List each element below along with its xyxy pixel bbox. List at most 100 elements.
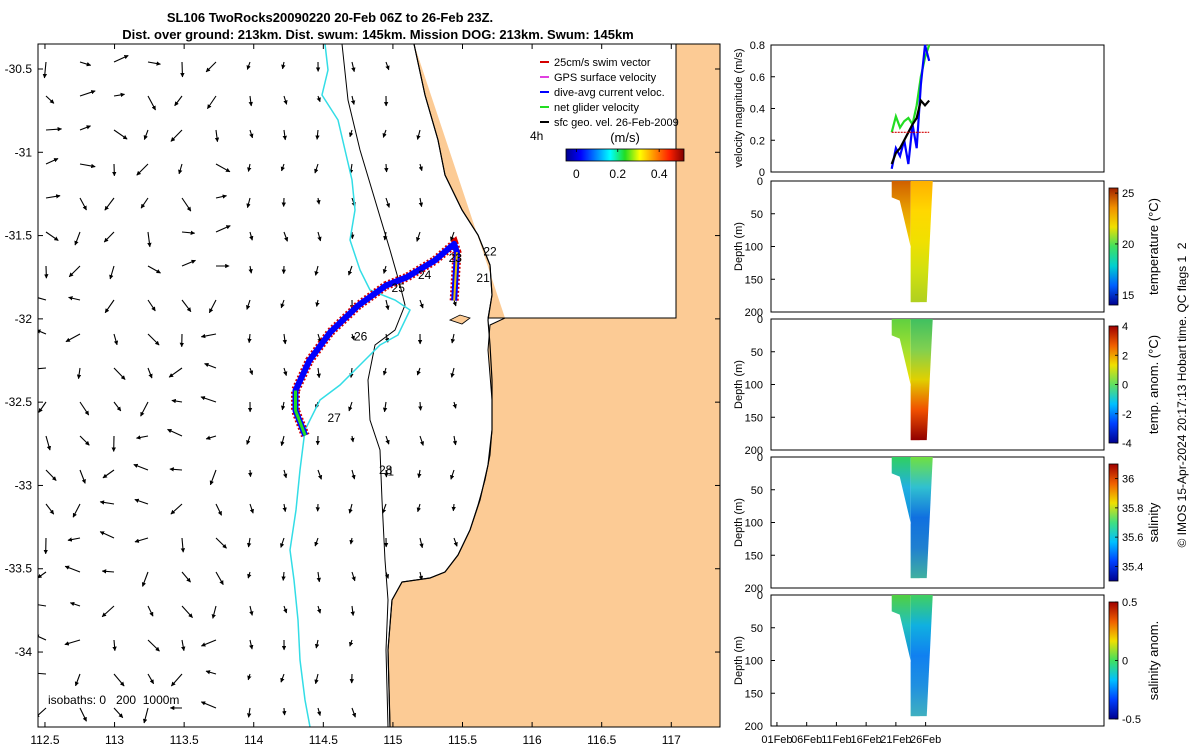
current-arrow	[136, 163, 149, 176]
depth-ytick-label: 100	[745, 380, 763, 392]
current-arrow	[314, 639, 320, 649]
depth-colorbar-tick-label: 2	[1122, 350, 1128, 362]
current-arrow	[181, 571, 191, 583]
current-arrow	[347, 265, 353, 276]
map-ytick-label: -32.5	[5, 395, 33, 409]
current-arrow	[418, 401, 423, 411]
current-arrow	[350, 605, 355, 617]
current-arrow	[248, 95, 253, 107]
current-arrow	[79, 401, 90, 416]
current-arrow	[113, 367, 126, 380]
day-labels: 21 22 23 24 25 26 27 281	[328, 245, 498, 479]
current-arrow	[147, 605, 154, 617]
velocity-ylabel: velocity magnitude (m/s)	[733, 48, 745, 167]
net-glider-trace	[293, 390, 307, 437]
depth-ylabel: Depth (m)	[733, 222, 745, 271]
depth-xtick-label: 01Feb	[761, 734, 792, 746]
current-arrow	[281, 61, 286, 70]
map-x-axis: 112.5 113 113.5 114 114.5 115 115.5 116 116.5 117	[30, 44, 681, 747]
current-arrow	[140, 401, 149, 417]
current-arrow	[204, 362, 217, 369]
current-arrow	[104, 197, 115, 211]
time-step-label: 4h	[530, 129, 543, 143]
current-arrow	[452, 401, 457, 409]
depth-ytick-label: 200	[745, 307, 763, 319]
current-arrow	[316, 197, 321, 205]
current-arrow	[450, 231, 455, 242]
depth-xtick-label: 11Feb	[821, 734, 851, 746]
current-arrow	[181, 230, 196, 236]
depth-colorbar-tick-label: 36	[1122, 474, 1134, 486]
current-arrow	[65, 333, 81, 343]
current-arrow	[453, 537, 458, 547]
current-arrow	[103, 231, 115, 243]
depth-ytick-label: 100	[745, 242, 763, 254]
current-arrow	[452, 299, 457, 307]
map-ytick-label: -33	[15, 478, 33, 492]
depth-colorbar-label: salinity	[1146, 502, 1161, 542]
current-arrow	[247, 163, 252, 172]
current-arrow	[452, 435, 458, 446]
map-frame	[37, 43, 721, 728]
current-arrow	[168, 367, 183, 378]
depth-axes	[770, 456, 1105, 589]
current-arrow	[349, 639, 354, 647]
current-arrow	[350, 95, 356, 105]
current-arrow	[211, 605, 217, 619]
depth-ytick-label: 200	[745, 721, 763, 733]
depth-colorbar-tick-label: 35.6	[1122, 532, 1143, 544]
current-arrow	[348, 401, 353, 412]
current-arrow	[99, 531, 115, 539]
current-arrow	[215, 571, 224, 586]
current-arrow	[200, 396, 217, 403]
current-arrow	[451, 503, 456, 512]
current-arrow	[181, 197, 192, 212]
day-label: 1	[387, 464, 394, 478]
map-xtick-label: 114.5	[309, 733, 338, 747]
depth-data-region	[910, 457, 933, 579]
current-arrow	[140, 197, 149, 209]
current-arrow	[283, 605, 288, 614]
current-arrow	[113, 92, 125, 98]
current-arrow	[416, 129, 421, 140]
current-arrow	[167, 428, 183, 437]
depth-colorbar	[1108, 187, 1119, 306]
current-arrow	[348, 503, 353, 514]
current-arrow	[282, 129, 287, 141]
depth-colorbar-tick-label: 0	[1122, 380, 1128, 392]
map-xtick-label: 116.5	[587, 733, 616, 747]
map-ytick-label: -33.5	[5, 562, 33, 576]
current-arrow	[113, 333, 119, 346]
velocity-axes	[770, 44, 1105, 173]
current-arrow	[38, 571, 47, 579]
velocity-series-line	[890, 98, 931, 165]
depth-colorbar-label: temp. anom. (°C)	[1146, 335, 1161, 434]
depth-xtick-label: 21Feb	[880, 734, 911, 746]
current-arrow	[79, 469, 86, 484]
velocity-ytick-label: 0.8	[750, 40, 765, 52]
depth-ytick-label: 0	[757, 452, 763, 464]
current-arrow	[69, 601, 81, 607]
current-arrow	[79, 61, 92, 67]
current-arrow	[64, 639, 81, 646]
colorbar-label: (m/s)	[610, 130, 640, 145]
current-arrow	[74, 673, 81, 687]
current-arrow	[141, 571, 149, 587]
depth-axes	[770, 180, 1105, 313]
current-arrow	[102, 469, 115, 479]
current-arrow	[315, 129, 320, 140]
track-start-segment	[453, 252, 458, 301]
current-arrow	[181, 605, 193, 618]
current-arrow	[249, 503, 254, 514]
current-arrow	[246, 197, 251, 209]
day-label: 28	[379, 463, 393, 477]
depth-ytick-label: 150	[745, 688, 763, 700]
colorbar-tick-label: 0.4	[651, 167, 668, 181]
current-arrow	[351, 61, 356, 73]
current-arrow	[382, 129, 387, 138]
current-arrow	[281, 571, 286, 581]
current-arrow	[281, 401, 286, 411]
current-arrow	[351, 469, 356, 480]
day-label: 26	[354, 330, 368, 344]
